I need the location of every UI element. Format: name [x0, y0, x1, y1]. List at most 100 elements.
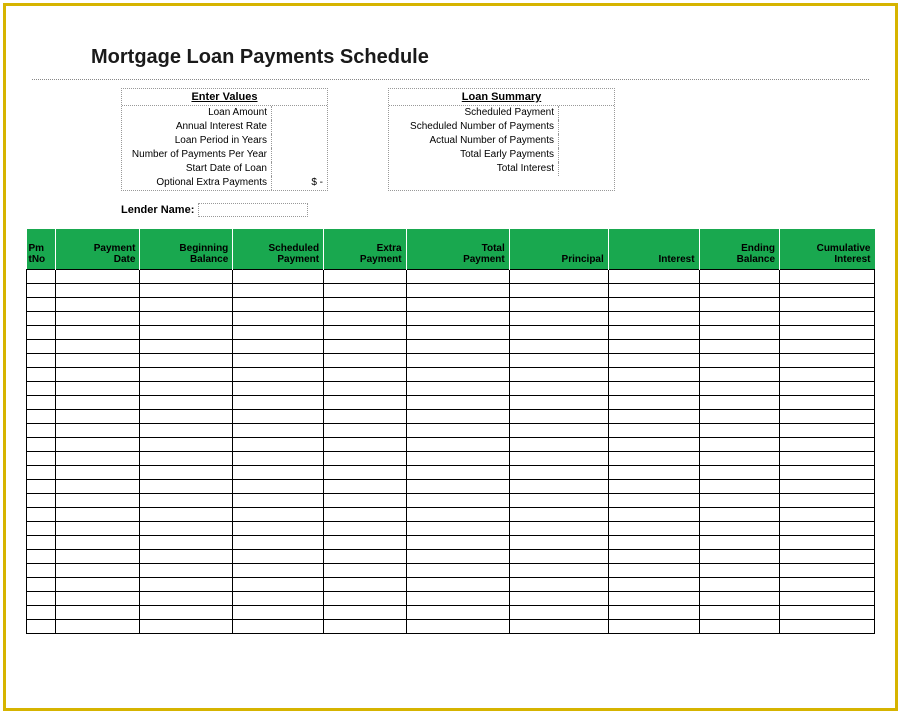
cell-int[interactable] [608, 535, 699, 549]
cell-eb[interactable] [699, 465, 779, 479]
cell-sp[interactable] [233, 535, 324, 549]
cell-no[interactable] [27, 297, 56, 311]
cell-tp[interactable] [406, 493, 509, 507]
cell-bb[interactable] [140, 269, 233, 283]
cell-tp[interactable] [406, 451, 509, 465]
cell-date[interactable] [55, 367, 140, 381]
cell-no[interactable] [27, 381, 56, 395]
cell-no[interactable] [27, 339, 56, 353]
cell-sp[interactable] [233, 311, 324, 325]
cell-bb[interactable] [140, 409, 233, 423]
cell-date[interactable] [55, 507, 140, 521]
cell-eb[interactable] [699, 535, 779, 549]
cell-tp[interactable] [406, 535, 509, 549]
cell-sp[interactable] [233, 283, 324, 297]
cell-ep[interactable] [324, 619, 407, 633]
cell-ep[interactable] [324, 563, 407, 577]
cell-tp[interactable] [406, 423, 509, 437]
cell-date[interactable] [55, 269, 140, 283]
cell-pr[interactable] [509, 465, 608, 479]
cell-sp[interactable] [233, 381, 324, 395]
cell-sp[interactable] [233, 353, 324, 367]
cell-date[interactable] [55, 521, 140, 535]
cell-tp[interactable] [406, 549, 509, 563]
enter-values-value[interactable]: $ - [272, 176, 327, 190]
cell-date[interactable] [55, 535, 140, 549]
cell-bb[interactable] [140, 479, 233, 493]
cell-ci[interactable] [780, 395, 875, 409]
cell-eb[interactable] [699, 577, 779, 591]
enter-values-value[interactable] [272, 106, 327, 120]
cell-ci[interactable] [780, 465, 875, 479]
cell-ci[interactable] [780, 563, 875, 577]
cell-ci[interactable] [780, 549, 875, 563]
cell-int[interactable] [608, 269, 699, 283]
cell-ci[interactable] [780, 605, 875, 619]
cell-tp[interactable] [406, 605, 509, 619]
cell-bb[interactable] [140, 577, 233, 591]
cell-no[interactable] [27, 563, 56, 577]
cell-no[interactable] [27, 353, 56, 367]
cell-sp[interactable] [233, 549, 324, 563]
cell-no[interactable] [27, 409, 56, 423]
cell-date[interactable] [55, 283, 140, 297]
cell-sp[interactable] [233, 577, 324, 591]
cell-no[interactable] [27, 535, 56, 549]
cell-ep[interactable] [324, 521, 407, 535]
cell-int[interactable] [608, 395, 699, 409]
cell-bb[interactable] [140, 451, 233, 465]
cell-pr[interactable] [509, 297, 608, 311]
enter-values-value[interactable] [272, 162, 327, 176]
cell-no[interactable] [27, 283, 56, 297]
cell-bb[interactable] [140, 549, 233, 563]
cell-tp[interactable] [406, 283, 509, 297]
cell-no[interactable] [27, 549, 56, 563]
cell-pr[interactable] [509, 269, 608, 283]
cell-ci[interactable] [780, 521, 875, 535]
cell-bb[interactable] [140, 605, 233, 619]
enter-values-value[interactable] [272, 134, 327, 148]
cell-tp[interactable] [406, 563, 509, 577]
cell-no[interactable] [27, 591, 56, 605]
cell-eb[interactable] [699, 381, 779, 395]
cell-pr[interactable] [509, 311, 608, 325]
cell-int[interactable] [608, 605, 699, 619]
cell-date[interactable] [55, 577, 140, 591]
enter-values-value[interactable] [272, 120, 327, 134]
cell-pr[interactable] [509, 605, 608, 619]
cell-tp[interactable] [406, 311, 509, 325]
cell-date[interactable] [55, 549, 140, 563]
cell-ep[interactable] [324, 507, 407, 521]
cell-pr[interactable] [509, 339, 608, 353]
cell-eb[interactable] [699, 437, 779, 451]
cell-int[interactable] [608, 437, 699, 451]
cell-eb[interactable] [699, 339, 779, 353]
cell-eb[interactable] [699, 283, 779, 297]
cell-no[interactable] [27, 269, 56, 283]
cell-int[interactable] [608, 507, 699, 521]
cell-no[interactable] [27, 521, 56, 535]
cell-int[interactable] [608, 493, 699, 507]
cell-pr[interactable] [509, 325, 608, 339]
cell-date[interactable] [55, 339, 140, 353]
cell-date[interactable] [55, 353, 140, 367]
cell-bb[interactable] [140, 535, 233, 549]
cell-ep[interactable] [324, 451, 407, 465]
cell-ep[interactable] [324, 325, 407, 339]
cell-sp[interactable] [233, 465, 324, 479]
cell-eb[interactable] [699, 549, 779, 563]
cell-eb[interactable] [699, 507, 779, 521]
cell-ci[interactable] [780, 577, 875, 591]
cell-sp[interactable] [233, 493, 324, 507]
cell-tp[interactable] [406, 465, 509, 479]
cell-date[interactable] [55, 409, 140, 423]
cell-bb[interactable] [140, 591, 233, 605]
cell-tp[interactable] [406, 577, 509, 591]
cell-ep[interactable] [324, 283, 407, 297]
cell-ci[interactable] [780, 381, 875, 395]
cell-tp[interactable] [406, 479, 509, 493]
cell-ci[interactable] [780, 437, 875, 451]
cell-tp[interactable] [406, 395, 509, 409]
cell-sp[interactable] [233, 325, 324, 339]
cell-int[interactable] [608, 423, 699, 437]
